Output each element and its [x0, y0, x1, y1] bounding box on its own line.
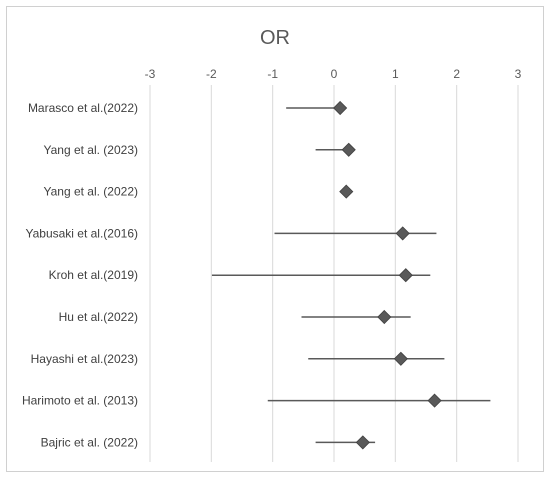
- study-row: Hayashi et al.(2023): [31, 351, 445, 366]
- estimate-marker: [393, 351, 408, 366]
- x-tick-label: -1: [267, 67, 278, 81]
- study-row: Marasco et al.(2022): [28, 100, 348, 116]
- grid-layer: [149, 85, 519, 462]
- chart-frame: [6, 6, 544, 472]
- estimate-marker: [377, 309, 392, 325]
- study-row: Bajric et al. (2022): [41, 435, 376, 450]
- chart-title: OR: [260, 27, 290, 49]
- study-label: Yang et al. (2022): [43, 185, 138, 199]
- study-row: Yang et al. (2022): [43, 184, 354, 199]
- study-row: Kroh et al.(2019): [49, 268, 431, 283]
- tick-labels: -3 -2 -1 0 1 2 3: [145, 67, 522, 81]
- study-rows: Marasco et al.(2022) Yang et al. (2023) Ya…: [22, 100, 491, 450]
- study-label: Yang et al. (2023): [43, 143, 138, 157]
- estimate-marker: [427, 393, 442, 408]
- study-label: Marasco et al.(2022): [28, 101, 138, 115]
- x-tick-label: -2: [206, 67, 217, 81]
- estimate-marker: [395, 226, 410, 241]
- study-label: Hu et al.(2022): [59, 310, 138, 324]
- x-tick-label: 2: [453, 67, 460, 81]
- estimate-marker: [355, 435, 370, 450]
- study-row: Harimoto et al. (2013): [22, 393, 491, 408]
- x-tick-label: 0: [331, 67, 338, 81]
- x-tick-label: 3: [515, 67, 522, 81]
- study-label: Hayashi et al.(2023): [31, 352, 138, 366]
- study-label: Yabusaki et al.(2016): [25, 226, 138, 240]
- estimate-marker: [341, 142, 356, 157]
- estimate-marker: [333, 100, 348, 116]
- study-label: Kroh et al.(2019): [49, 268, 138, 282]
- study-row: Yabusaki et al.(2016): [25, 226, 437, 241]
- study-label: Bajric et al. (2022): [41, 435, 138, 449]
- x-tick-label: -3: [145, 67, 156, 81]
- x-tick-label: 1: [392, 67, 399, 81]
- study-row: Hu et al.(2022): [59, 309, 411, 325]
- study-label: Harimoto et al. (2013): [22, 394, 138, 408]
- estimate-marker: [339, 184, 354, 199]
- estimate-marker: [398, 268, 413, 283]
- study-row: Yang et al. (2023): [43, 142, 356, 157]
